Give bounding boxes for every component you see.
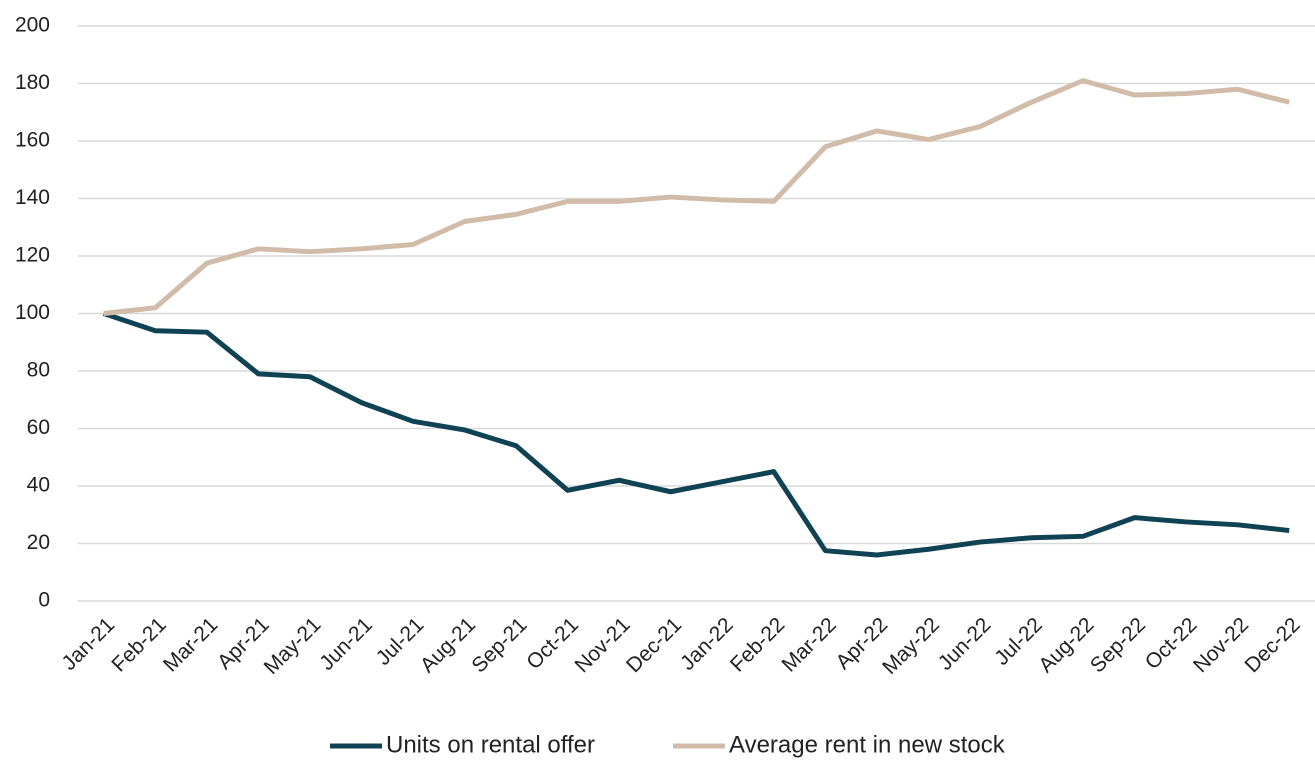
x-tick-label: Sep-21 [467, 613, 531, 677]
y-tick-label: 20 [27, 531, 50, 554]
y-tick-label: 200 [15, 14, 50, 37]
y-tick-label: 40 [27, 474, 50, 497]
series-line [103, 78, 1290, 316]
legend-label: Units on rental offer [386, 731, 595, 758]
x-tick-label: Nov-21 [571, 613, 635, 677]
x-tick-label: Dec-22 [1241, 613, 1305, 677]
x-tick-label: Aug-22 [1034, 613, 1098, 677]
x-tick-label: Aug-21 [416, 613, 480, 677]
series-line [102, 311, 1290, 558]
x-tick-label: Jan-22 [676, 613, 738, 675]
x-tick-label: May-21 [260, 613, 326, 679]
x-tick-label: Mar-22 [778, 613, 841, 676]
x-tick-label: Jan-21 [58, 613, 120, 675]
y-tick-label: 60 [27, 416, 50, 439]
x-tick-label: Feb-21 [107, 613, 170, 676]
x-tick-label: Sep-22 [1086, 613, 1150, 677]
y-tick-label: 80 [27, 359, 50, 382]
y-tick-label: 180 [15, 71, 50, 94]
y-tick-label: 100 [15, 301, 50, 324]
x-tick-label: May-22 [878, 613, 944, 679]
y-tick-label: 140 [15, 186, 50, 209]
x-tick-label: Jun-22 [934, 613, 996, 675]
x-tick-label: Jun-21 [315, 613, 377, 675]
x-tick-label: Mar-21 [159, 613, 222, 676]
y-tick-label: 160 [15, 129, 50, 152]
x-tick-label: Feb-22 [726, 613, 789, 676]
y-tick-label: 0 [38, 589, 50, 612]
legend-label: Average rent in new stock [729, 731, 1006, 758]
x-tick-label: Dec-21 [622, 613, 686, 677]
x-tick-label: Nov-22 [1189, 613, 1253, 677]
y-tick-label: 120 [15, 244, 50, 267]
